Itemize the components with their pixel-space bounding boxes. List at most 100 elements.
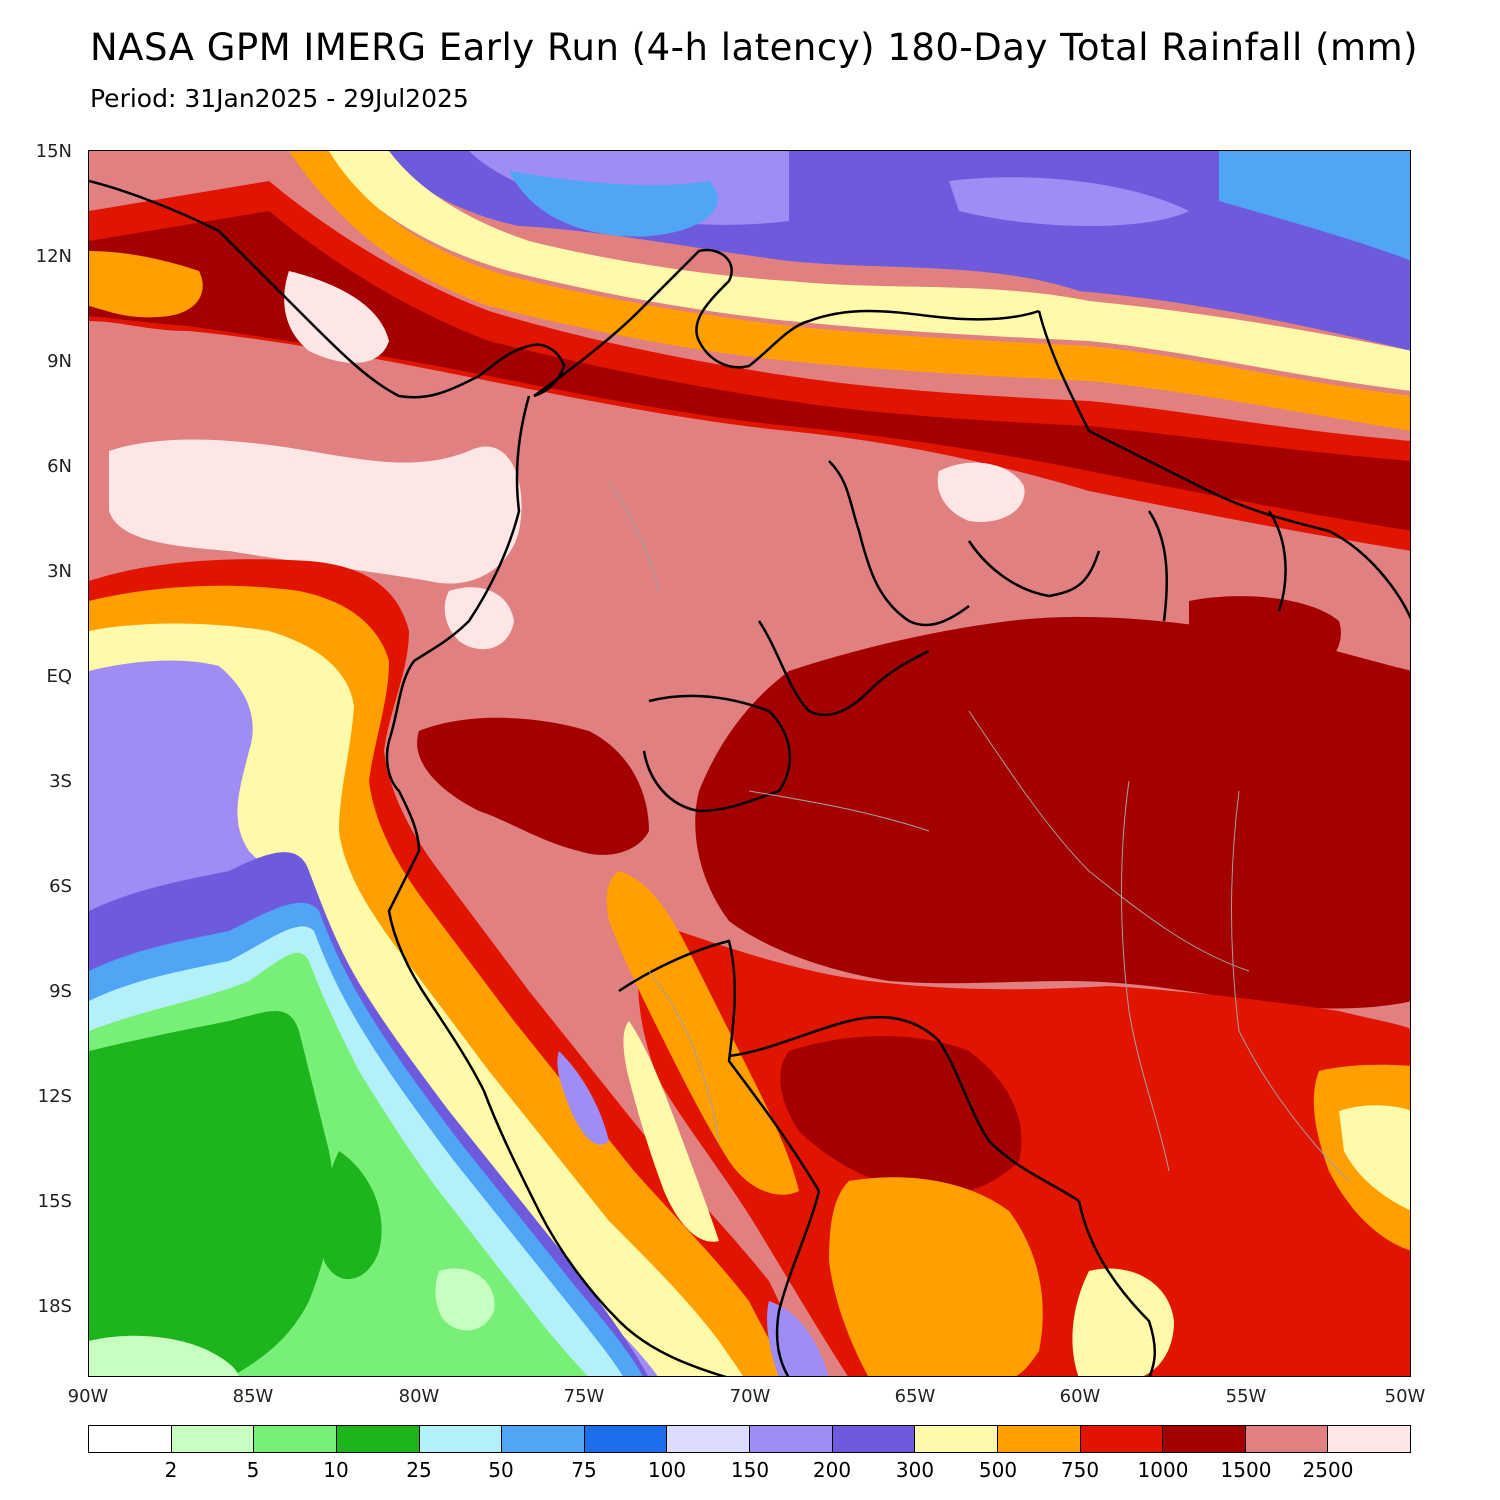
coast-central-america	[89, 179, 566, 399]
rain-band-25-southwest	[89, 1011, 333, 1376]
legend-threshold: 2	[164, 1458, 178, 1482]
rain-patch-1500-rondonia	[780, 1036, 1022, 1195]
rain-band-750-andes	[606, 871, 799, 1195]
lat-label-15n: 15N	[35, 141, 72, 162]
legend-swatch	[171, 1426, 255, 1452]
legend-threshold: 150	[730, 1458, 770, 1482]
border-peru-brazil	[618, 939, 821, 1192]
rain-band-200-b	[949, 177, 1189, 226]
legend-threshold: 2500	[1302, 1458, 1354, 1482]
rain-patch-25-peru-coast	[322, 1151, 382, 1280]
legend-threshold: 5	[246, 1458, 260, 1482]
lat-label-12n: 12N	[35, 246, 72, 267]
legend-threshold: 300	[895, 1458, 935, 1482]
legend-swatch	[1080, 1426, 1164, 1452]
lon-label-65w: 65W	[894, 1386, 936, 1407]
legend-swatch	[667, 1426, 750, 1452]
legend-threshold: 1000	[1137, 1458, 1189, 1482]
legend-swatch	[1163, 1426, 1246, 1452]
lat-label-9s: 9S	[49, 981, 72, 1002]
coast-pacific-south-america	[385, 395, 727, 1376]
rain-region-750-bolivia	[829, 1177, 1043, 1376]
rain-band-75-ne	[1219, 151, 1410, 261]
state-line-2	[968, 710, 1250, 972]
rainfall-map	[88, 150, 1411, 1377]
lat-label-15s: 15S	[37, 1191, 72, 1212]
rain-patch-2500-pacific	[109, 439, 522, 584]
period-subtitle: Period: 31Jan2025 - 29Jul2025	[90, 84, 469, 113]
lon-label-85w: 85W	[232, 1386, 274, 1407]
border-venezuela-brazil	[967, 540, 1101, 598]
rain-patch-2500-venezuela	[937, 462, 1025, 522]
rain-patch-750-nw	[89, 251, 203, 318]
rainfall-map-svg	[89, 151, 1410, 1376]
rain-patch-200-altiplano	[767, 1301, 829, 1376]
coast-guianas	[1037, 310, 1410, 620]
legend-swatch	[750, 1426, 833, 1452]
border-bolivia-paraguay	[1077, 1200, 1156, 1376]
rain-patch-1500-ecuador	[417, 717, 649, 855]
legend-threshold: 25	[406, 1458, 432, 1482]
rain-patch-5	[435, 1268, 495, 1331]
legend-threshold: 500	[978, 1458, 1018, 1482]
lon-label-90w: 90W	[67, 1386, 109, 1407]
legend-swatch	[584, 1426, 668, 1452]
legend-swatch	[1328, 1426, 1410, 1452]
legend-swatch	[1245, 1426, 1329, 1452]
lat-label-12s: 12S	[37, 1086, 72, 1107]
state-boundaries	[608, 480, 1350, 1182]
country-borders	[89, 179, 1410, 1376]
legend-threshold: 200	[812, 1458, 852, 1482]
border-suriname-guiana	[1267, 510, 1287, 612]
legend-threshold: 10	[323, 1458, 349, 1482]
rain-band-500-andes	[623, 1021, 719, 1242]
lat-label-3s: 3S	[49, 771, 72, 792]
legend-swatch	[336, 1426, 420, 1452]
legend-swatch	[915, 1426, 998, 1452]
legend-threshold: 100	[647, 1458, 687, 1482]
legend-swatch	[254, 1426, 337, 1452]
rain-patch-200-andes	[557, 1051, 609, 1145]
lon-label-60w: 60W	[1059, 1386, 1101, 1407]
border-venezuela-colombia	[828, 460, 970, 627]
border-bolivia-brazil	[728, 1015, 1080, 1203]
legend-swatch	[997, 1426, 1081, 1452]
lon-label-70w: 70W	[729, 1386, 771, 1407]
coast-caribbean-south-america	[533, 248, 1040, 398]
legend-swatch	[419, 1426, 503, 1452]
rain-patch-500-east	[1339, 1105, 1410, 1211]
legend-threshold: 750	[1060, 1458, 1100, 1482]
lat-label-9n: 9N	[47, 351, 72, 372]
legend-swatch	[89, 1426, 172, 1452]
border-peru-bolivia	[775, 1190, 821, 1376]
rain-band-750-north	[289, 151, 1410, 431]
lat-label-6n: 6N	[47, 456, 72, 477]
rain-band-500-north	[319, 151, 1410, 391]
lat-label-18s: 18S	[37, 1296, 72, 1317]
color-legend-bar	[88, 1425, 1411, 1453]
chart-title: NASA GPM IMERG Early Run (4-h latency) 1…	[90, 26, 1419, 69]
rain-patch-2500-costa-rica	[284, 271, 389, 363]
state-line-3	[1121, 780, 1170, 1172]
border-colombia-brazil	[757, 620, 930, 717]
legend-swatch	[502, 1426, 585, 1452]
lat-label-6s: 6S	[49, 876, 72, 897]
rain-patch-1500-guiana	[1189, 596, 1341, 687]
state-line-4	[1231, 790, 1350, 1182]
rain-band-75-north	[509, 171, 718, 237]
state-line-1	[748, 790, 930, 832]
lon-label-55w: 55W	[1225, 1386, 1267, 1407]
lon-label-75w: 75W	[563, 1386, 605, 1407]
state-line-6	[608, 480, 660, 592]
rain-patch-500-pantanal	[1072, 1268, 1174, 1376]
legend-threshold: 75	[571, 1458, 597, 1482]
lon-label-50w: 50W	[1384, 1386, 1426, 1407]
border-guyana-suriname	[1147, 510, 1168, 622]
state-line-5	[648, 970, 720, 1142]
rain-band-1500-north	[89, 211, 1410, 531]
rain-patch-2500-choco	[444, 587, 514, 650]
lon-label-80w: 80W	[398, 1386, 440, 1407]
lat-label-eq: EQ	[46, 666, 72, 687]
lat-label-3n: 3N	[47, 561, 72, 582]
legend-threshold: 1500	[1220, 1458, 1272, 1482]
